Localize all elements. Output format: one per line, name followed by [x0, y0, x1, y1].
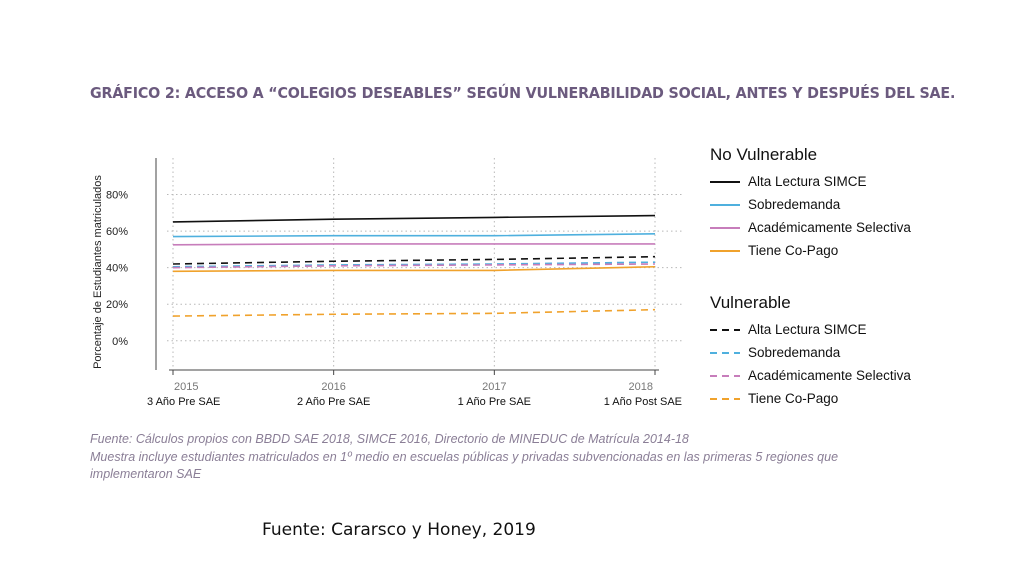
x-tick-period: 3 Año Pre SAE	[147, 396, 220, 408]
legend-swatch	[710, 351, 740, 354]
legend-label: Alta Lectura SIMCE	[748, 322, 867, 337]
legend-swatch	[710, 203, 740, 206]
legend-item: Tiene Co-Pago	[710, 239, 911, 262]
legend-swatch	[710, 328, 740, 331]
x-tick-period: 1 Año Pre SAE	[458, 396, 531, 408]
legend-item: Alta Lectura SIMCE	[710, 318, 911, 341]
legend-item: Tiene Co-Pago	[710, 387, 911, 410]
series-line	[172, 308, 656, 317]
series-line	[172, 233, 656, 238]
y-tick-label: 20%	[106, 299, 128, 311]
legend-swatch	[710, 180, 740, 183]
legend-heading-vulnerable: Vulnerable	[710, 293, 791, 312]
x-tick-year: 2016	[321, 381, 345, 393]
legend-heading-no-vulnerable: No Vulnerable	[710, 145, 818, 164]
x-tick-year: 2018	[629, 381, 653, 393]
chart-notes: Fuente: Cálculos propios con BBDD SAE 20…	[90, 431, 910, 484]
legend-item: Académicamente Selectiva	[710, 216, 911, 239]
series-line	[172, 214, 656, 223]
legend-swatch	[710, 226, 740, 229]
y-axis-title: Porcentaje de Estudiantes matriculados	[92, 175, 104, 369]
legend-swatch	[710, 397, 740, 400]
legend-label: Tiene Co-Pago	[748, 391, 839, 406]
note-sample-line: Muestra incluye estudiantes matriculados…	[90, 449, 839, 482]
legend-label: Alta Lectura SIMCE	[748, 174, 867, 189]
legend-vulnerable: Vulnerable Alta Lectura SIMCE Sobredemand…	[710, 293, 911, 410]
x-tick-year: 2017	[482, 381, 506, 393]
legend-swatch	[710, 374, 740, 377]
y-tick-label: 40%	[106, 263, 128, 275]
series-line	[172, 255, 656, 265]
legend-item: Sobredemanda	[710, 193, 911, 216]
legend-item: Académicamente Selectiva	[710, 364, 911, 387]
x-tick-period: 1 Año Post SAE	[604, 396, 682, 408]
legend-label: Sobredemanda	[748, 345, 841, 360]
series-line	[172, 243, 655, 246]
legend-label: Tiene Co-Pago	[748, 243, 839, 258]
legend-label: Académicamente Selectiva	[748, 220, 911, 235]
y-tick-label: 80%	[106, 190, 128, 202]
legend-no-vulnerable: No Vulnerable Alta Lectura SIMCE Sobredem…	[710, 145, 911, 262]
slide-source: Fuente: Cararsco y Honey, 2019	[262, 520, 536, 540]
legend-label: Académicamente Selectiva	[748, 368, 911, 383]
note-source-line: Fuente: Cálculos propios con BBDD SAE 20…	[90, 432, 689, 446]
series-line	[172, 261, 656, 268]
legend-item: Sobredemanda	[710, 341, 911, 364]
x-tick-period: 2 Año Pre SAE	[297, 396, 370, 408]
series-line	[172, 263, 656, 269]
legend-label: Sobredemanda	[748, 197, 841, 212]
legend-item: Alta Lectura SIMCE	[710, 170, 911, 193]
line-chart: 0% 20% 40% 60% 80% 2015 3 Año Pre SAE 2016 2 Año…	[92, 158, 683, 408]
y-tick-label: 0%	[112, 336, 128, 348]
legend-swatch	[710, 249, 740, 252]
chart-title: GRÁFICO 2: ACCESO A “COLEGIOS DESEABLES”…	[90, 84, 956, 102]
series-line	[172, 265, 656, 273]
x-tick-year: 2015	[174, 381, 198, 393]
y-tick-label: 60%	[106, 226, 128, 238]
